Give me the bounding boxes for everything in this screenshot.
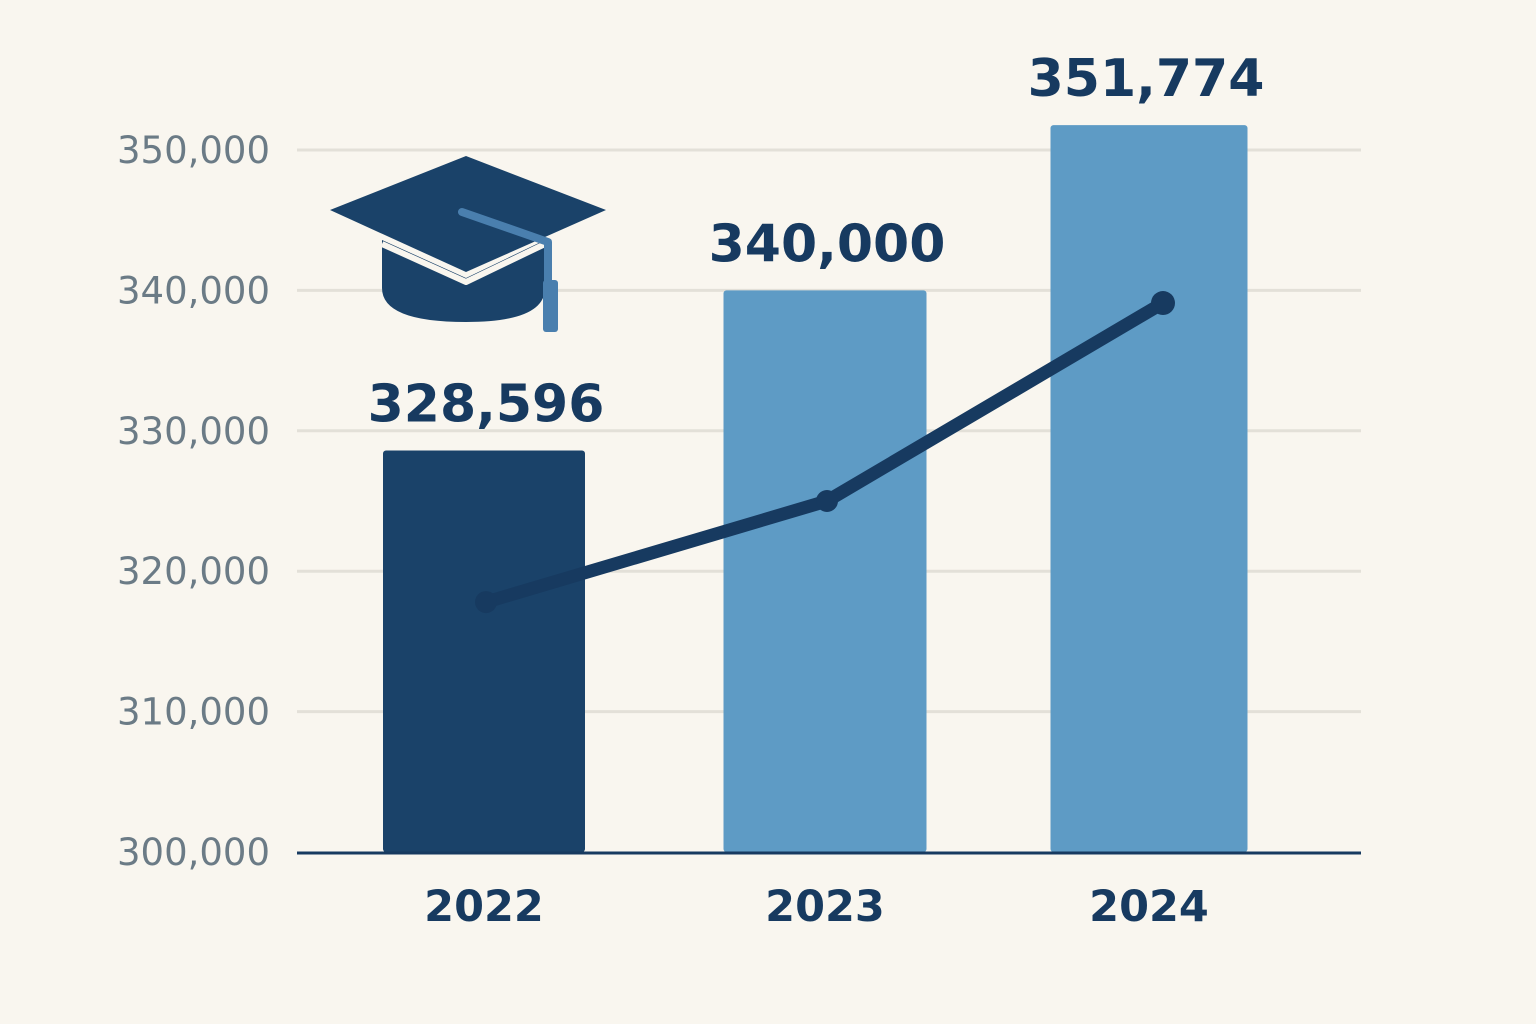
trend-line — [475, 291, 1175, 614]
x-tick-label-2022: 2022 — [424, 882, 544, 932]
value-label-2024: 351,774 — [1028, 49, 1265, 109]
y-tick-label: 340,000 — [117, 269, 270, 312]
bars — [383, 125, 1248, 853]
y-tick-label: 310,000 — [117, 691, 270, 734]
x-tick-label-2023: 2023 — [765, 882, 885, 932]
trend-point-2024 — [1151, 291, 1175, 316]
y-tick-label: 320,000 — [117, 550, 270, 593]
value-label-2023: 340,000 — [709, 214, 946, 274]
trend-point-2023 — [816, 490, 838, 512]
bar-2022 — [383, 450, 585, 852]
y-tick-label: 350,000 — [117, 129, 270, 172]
y-tick-label: 330,000 — [117, 410, 270, 453]
trend-point-2022 — [475, 591, 497, 614]
y-tick-label: 300,000 — [117, 831, 270, 874]
x-tick-label-2024: 2024 — [1089, 882, 1209, 932]
y-axis: 300,000 310,000 320,000 330,000 340,000 350,0… — [117, 129, 270, 874]
bar-2023 — [723, 290, 927, 852]
graduation-cap-icon — [330, 156, 606, 332]
value-label-2022: 328,596 — [368, 375, 605, 435]
x-axis-labels: 2022 2023 2024 — [424, 882, 1209, 932]
bar-2024 — [1050, 125, 1248, 853]
value-labels: 328,596 340,000 351,774 — [368, 49, 1265, 434]
